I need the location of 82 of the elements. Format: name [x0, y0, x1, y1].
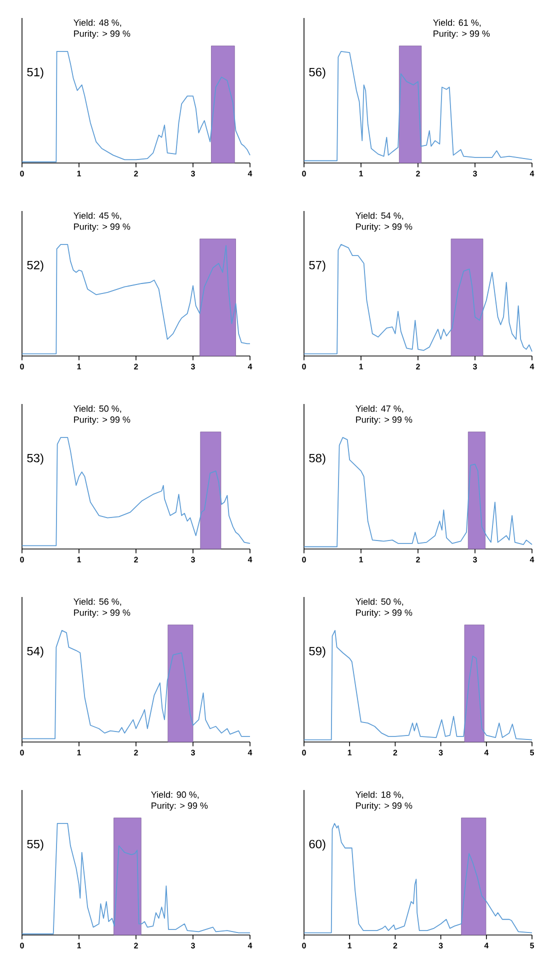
- x-tick-label: 4: [484, 942, 489, 948]
- x-tick-label: 4: [248, 170, 252, 176]
- x-tick-label: 0: [20, 556, 24, 562]
- x-tick-label: 1: [77, 556, 81, 562]
- x-tick-label: 1: [77, 750, 81, 756]
- x-tick-label: 1: [359, 364, 363, 370]
- text: Yield: 50 %,: [74, 405, 122, 413]
- text: 56): [309, 68, 326, 79]
- text: Purity: > 99 %: [356, 609, 412, 618]
- text: Yield: 18 %,: [356, 791, 404, 799]
- x-tick-label: 3: [190, 556, 195, 562]
- x-tick-label: 2: [393, 750, 398, 756]
- text: Yield: 90 %,: [151, 791, 199, 799]
- x-tick-label: 2: [134, 364, 138, 370]
- x-tick-label: 0: [302, 750, 306, 756]
- x-tick-label: 4: [248, 942, 252, 948]
- x-tick-label: 4: [248, 364, 252, 370]
- x-tick-label: 2: [416, 170, 420, 176]
- text: Purity: > 99 %: [434, 30, 490, 39]
- x-tick-label: 0: [20, 364, 24, 370]
- text: Purity: > 99 %: [74, 30, 130, 39]
- text: Purity: > 99 %: [74, 416, 130, 425]
- x-tick-label: 3: [472, 556, 477, 562]
- x-tick-label: 4: [530, 170, 534, 176]
- text: Yield: 47 %,: [356, 405, 404, 413]
- x-tick-label: 1: [348, 942, 352, 948]
- text: 58): [309, 454, 326, 465]
- text: Yield: 56 %,: [74, 598, 122, 606]
- x-tick-label: 3: [190, 364, 195, 370]
- x-tick-label: 5: [530, 942, 534, 948]
- x-tick-label: 2: [393, 942, 398, 948]
- text: 59): [309, 646, 326, 658]
- x-tick-label: 0: [20, 942, 24, 948]
- x-tick-label: 1: [77, 942, 81, 948]
- x-tick-label: 1: [348, 750, 352, 756]
- text: Yield: 54 %,: [356, 212, 404, 220]
- text: Purity: > 99 %: [74, 223, 130, 232]
- x-tick-label: 0: [20, 170, 24, 176]
- text: Purity: > 99 %: [152, 802, 208, 811]
- text: Purity: > 99 %: [74, 609, 130, 618]
- text: Yield: 50 %,: [356, 598, 404, 606]
- x-tick-label: 3: [438, 750, 443, 756]
- x-tick-label: 2: [134, 556, 138, 562]
- text: Yield: 48 %,: [74, 19, 122, 27]
- x-tick-label: 4: [248, 750, 252, 756]
- x-tick-label: 0: [302, 942, 306, 948]
- text: Purity: > 99 %: [356, 416, 412, 425]
- x-tick-label: 0: [20, 750, 24, 756]
- text: 54): [27, 646, 44, 658]
- x-tick-label: 1: [77, 170, 81, 176]
- x-tick-label: 0: [302, 170, 306, 176]
- x-tick-label: 0: [302, 364, 306, 370]
- text: Yield: 45 %,: [74, 212, 122, 220]
- x-tick-label: 4: [484, 750, 489, 756]
- text: 60): [309, 840, 326, 851]
- text: 57): [309, 260, 326, 272]
- text: Purity: > 99 %: [356, 223, 412, 232]
- x-tick-label: 0: [302, 556, 306, 562]
- x-tick-label: 2: [134, 170, 138, 176]
- x-tick-label: 2: [134, 942, 138, 948]
- x-tick-label: 1: [359, 556, 363, 562]
- text: Purity: > 99 %: [356, 802, 412, 811]
- x-tick-label: 4: [530, 556, 534, 562]
- x-tick-label: 3: [190, 942, 195, 948]
- x-tick-label: 3: [472, 364, 477, 370]
- x-tick-label: 4: [248, 556, 252, 562]
- x-tick-label: 3: [472, 170, 477, 176]
- x-tick-label: 3: [438, 942, 443, 948]
- text: 51): [27, 68, 44, 79]
- text: Yield: 61 %,: [433, 19, 481, 27]
- x-tick-label: 3: [190, 170, 195, 176]
- text: 53): [27, 454, 44, 465]
- x-tick-label: 1: [77, 364, 81, 370]
- text: 55): [27, 840, 44, 851]
- x-tick-label: 2: [416, 556, 420, 562]
- x-tick-label: 2: [134, 750, 138, 756]
- x-tick-label: 1: [359, 170, 363, 176]
- x-tick-label: 4: [530, 364, 534, 370]
- x-tick-label: 5: [530, 750, 534, 756]
- text: 52): [27, 260, 44, 272]
- x-tick-label: 2: [416, 364, 420, 370]
- x-tick-label: 3: [190, 750, 195, 756]
